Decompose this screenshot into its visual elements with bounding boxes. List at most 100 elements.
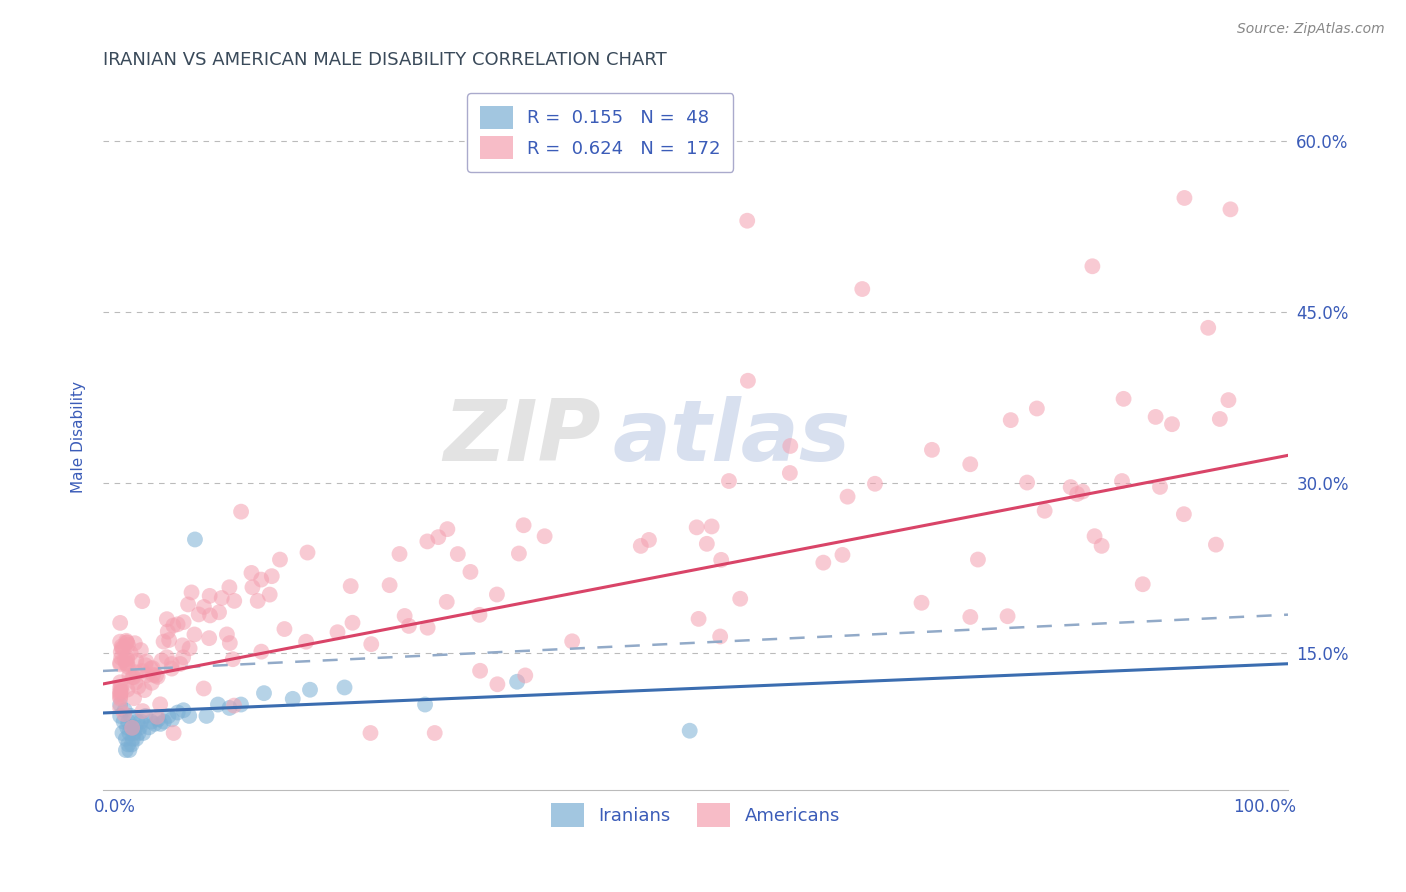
Point (157, 709, 180, 723)
Point (149, 698, 172, 712)
Point (108, 684, 131, 698)
Point (156, 624, 179, 639)
Point (108, 701, 131, 715)
Point (108, 688, 131, 702)
Point (184, 533, 207, 547)
Point (124, 675, 146, 690)
Point (1084, 529, 1107, 543)
Y-axis label: Male Disability: Male Disability (72, 381, 86, 493)
Point (124, 636, 146, 650)
Point (141, 714, 163, 729)
Point (129, 643, 152, 657)
Point (218, 701, 240, 715)
Point (156, 650, 179, 665)
Point (125, 654, 148, 668)
Point (298, 682, 321, 697)
Point (242, 580, 264, 594)
Point (115, 635, 138, 649)
Point (177, 598, 200, 612)
Point (297, 545, 319, 559)
Point (688, 612, 710, 626)
Point (959, 610, 981, 624)
Point (160, 657, 183, 671)
Point (117, 659, 139, 673)
Point (851, 282, 873, 296)
Point (115, 720, 138, 734)
Point (108, 691, 131, 706)
Point (468, 607, 491, 622)
Point (111, 726, 134, 740)
Point (1205, 538, 1227, 552)
Point (112, 714, 135, 729)
Point (224, 594, 246, 608)
Point (157, 632, 180, 647)
Point (112, 707, 135, 722)
Point (416, 534, 439, 549)
Point (180, 585, 202, 599)
Point (122, 691, 145, 706)
Point (115, 633, 138, 648)
Point (229, 505, 252, 519)
Point (967, 552, 990, 566)
Point (198, 589, 221, 603)
Point (149, 717, 172, 731)
Point (813, 556, 835, 570)
Legend: Iranians, Americans: Iranians, Americans (544, 797, 846, 834)
Point (141, 675, 163, 690)
Point (837, 490, 859, 504)
Point (118, 743, 141, 757)
Point (696, 537, 718, 551)
Point (427, 530, 450, 544)
Point (250, 573, 273, 587)
Point (114, 653, 136, 667)
Point (1025, 401, 1047, 416)
Point (179, 709, 201, 723)
Point (117, 652, 139, 666)
Point (1149, 480, 1171, 494)
Point (630, 539, 652, 553)
Point (110, 650, 132, 665)
Point (108, 656, 131, 670)
Point (1071, 484, 1094, 499)
Point (136, 668, 159, 682)
Point (142, 661, 165, 675)
Point (172, 650, 194, 665)
Point (125, 665, 148, 680)
Point (423, 726, 446, 740)
Point (959, 457, 981, 471)
Text: atlas: atlas (613, 395, 851, 478)
Point (728, 591, 751, 606)
Point (117, 682, 139, 697)
Point (508, 547, 530, 561)
Point (378, 578, 401, 592)
Point (131, 704, 153, 718)
Point (162, 618, 184, 632)
Point (117, 738, 139, 752)
Point (127, 680, 149, 694)
Point (394, 609, 416, 624)
Point (561, 634, 583, 648)
Point (240, 566, 263, 580)
Point (710, 553, 733, 567)
Point (172, 638, 194, 652)
Point (146, 710, 169, 724)
Point (120, 646, 142, 660)
Point (108, 634, 131, 648)
Point (183, 627, 205, 641)
Point (134, 658, 156, 673)
Point (436, 595, 458, 609)
Point (115, 731, 138, 746)
Point (737, 374, 759, 388)
Point (709, 630, 731, 644)
Text: ZIP: ZIP (443, 395, 600, 478)
Point (121, 720, 143, 734)
Point (121, 721, 143, 735)
Point (295, 634, 318, 648)
Point (108, 615, 131, 630)
Point (118, 668, 141, 682)
Point (686, 520, 709, 534)
Point (485, 587, 508, 601)
Point (114, 703, 136, 717)
Point (111, 641, 134, 656)
Point (512, 518, 534, 533)
